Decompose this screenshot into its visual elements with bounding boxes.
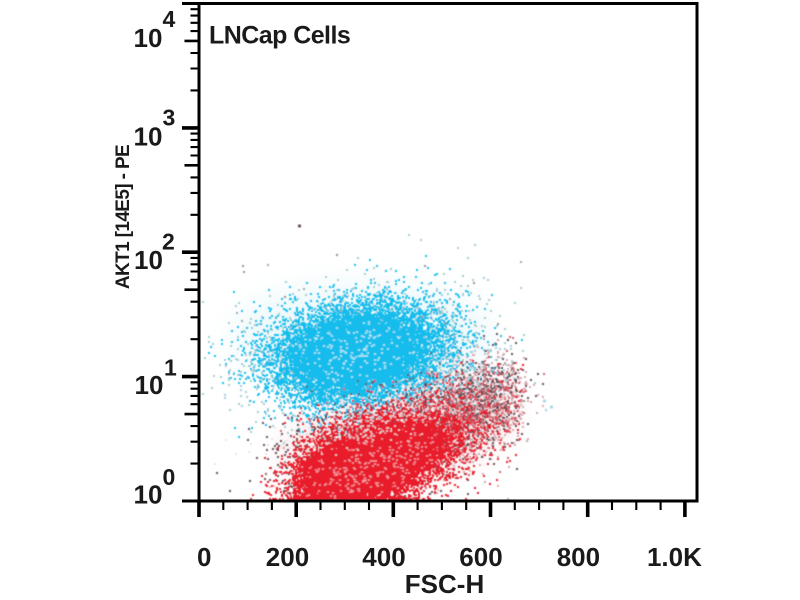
svg-text:800: 800: [557, 542, 600, 572]
svg-text:3: 3: [163, 105, 176, 131]
svg-text:FSC-H: FSC-H: [405, 569, 484, 599]
svg-text:4: 4: [163, 6, 176, 32]
svg-text:10: 10: [134, 122, 163, 152]
svg-text:10: 10: [134, 23, 163, 53]
svg-text:LNCap Cells: LNCap Cells: [209, 22, 350, 50]
svg-text:0: 0: [163, 464, 176, 490]
svg-text:0: 0: [197, 542, 211, 572]
svg-text:1: 1: [164, 355, 177, 381]
svg-text:400: 400: [362, 542, 405, 572]
svg-text:10: 10: [135, 370, 164, 400]
svg-text:600: 600: [459, 542, 502, 572]
svg-text:1.0K: 1.0K: [647, 542, 702, 572]
svg-text:AKT1 [14E5] - PE: AKT1 [14E5] - PE: [113, 145, 134, 289]
svg-text:10: 10: [134, 480, 163, 510]
svg-text:10: 10: [134, 245, 163, 275]
svg-text:2: 2: [162, 229, 175, 255]
svg-text:200: 200: [266, 542, 309, 572]
